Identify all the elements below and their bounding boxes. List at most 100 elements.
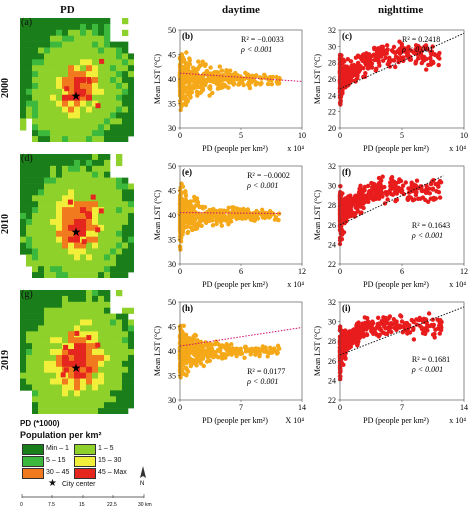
map-cell [95, 103, 101, 109]
scatter-point [193, 217, 198, 222]
scatter-point [419, 188, 424, 194]
map-cell [128, 360, 134, 368]
map-cell [62, 18, 69, 25]
map-cell [110, 325, 117, 332]
scatter-point [351, 197, 356, 202]
map-cell [86, 177, 93, 184]
map-cell [44, 354, 51, 362]
scatter-point [432, 331, 437, 337]
map-cell [110, 337, 117, 344]
map-cell [98, 195, 105, 202]
map-cell [122, 201, 129, 208]
map-cell [32, 213, 39, 220]
map-cell [26, 224, 33, 232]
map-cell [50, 408, 57, 414]
map-cell [122, 331, 129, 338]
map-cell [110, 207, 117, 214]
map-cell [104, 272, 111, 278]
map-cell [68, 112, 75, 119]
map-cell [62, 41, 69, 48]
map-cell [50, 18, 57, 25]
map-cell [32, 35, 39, 42]
map-cell [74, 260, 81, 267]
map-cell [92, 384, 99, 391]
map-cell [74, 159, 81, 167]
map-cell [20, 41, 27, 48]
map-cell [98, 384, 105, 391]
map-cell [50, 266, 57, 273]
map-cell [74, 82, 81, 90]
map-cell [56, 248, 63, 255]
scatter-point [435, 181, 441, 186]
scatter-point [180, 338, 185, 343]
map-cell [122, 94, 129, 101]
map-cell [26, 254, 33, 261]
map-cell [56, 313, 63, 320]
map-cell [110, 331, 117, 338]
map-cell [92, 254, 99, 261]
map-cell [116, 248, 123, 255]
map-cell [74, 372, 81, 379]
map-cell [38, 23, 45, 31]
map-cell [80, 207, 87, 214]
scale-tick-0: 0 [20, 502, 23, 508]
map-cell [80, 218, 87, 226]
scatter-point [210, 90, 215, 96]
map-cell [20, 213, 27, 220]
map-cell [44, 224, 51, 232]
map-cell [98, 218, 105, 226]
y-tick-label: 30 [328, 42, 336, 51]
map-cell [44, 272, 51, 278]
map-cell [68, 266, 75, 273]
pd-map-2000: ★ [20, 18, 134, 142]
map-cell [56, 290, 63, 297]
map-cell [81, 239, 87, 245]
map-cell [68, 183, 75, 190]
y-tick-label: 35 [168, 236, 176, 245]
map-cell [92, 260, 99, 267]
map-cell [98, 307, 105, 314]
map-cell [116, 372, 123, 379]
map-cell [74, 177, 81, 184]
map-cell [50, 236, 57, 243]
map-cell [86, 59, 93, 66]
map-cell [68, 165, 75, 173]
map-cell [110, 82, 117, 90]
map-cell [98, 189, 105, 196]
map-cell [116, 47, 123, 54]
scatter-point [353, 205, 358, 210]
scatter-point [338, 197, 343, 202]
scatter-point [374, 66, 379, 71]
scatter-point [226, 85, 231, 90]
map-cell [44, 77, 51, 84]
map-cell [104, 124, 111, 131]
map-cell [62, 207, 69, 214]
map-cell [20, 189, 27, 196]
map-cell [44, 23, 51, 31]
scatter-point [413, 59, 419, 64]
map-cell [104, 207, 111, 214]
map-cell [44, 130, 51, 137]
map-cell [80, 183, 87, 190]
map-cell [122, 384, 129, 391]
map-cell [80, 301, 87, 309]
scatter-point [234, 346, 239, 351]
map-cell [98, 260, 105, 267]
map-cell [38, 242, 45, 249]
map-cell [20, 307, 27, 314]
map-cell [56, 29, 63, 37]
map-cell [20, 372, 27, 379]
map-cell [128, 331, 134, 338]
map-cell [116, 390, 123, 397]
map-cell [38, 390, 45, 397]
map-cell [110, 266, 117, 273]
map-cell [98, 408, 105, 414]
scatter-point [252, 79, 258, 84]
map-cell [98, 402, 105, 409]
legend-label-30-45: 30 – 45 [46, 469, 70, 476]
map-cell [50, 53, 57, 60]
scatter-point [355, 208, 360, 214]
map-cell [44, 154, 51, 161]
map-cell [50, 47, 57, 54]
